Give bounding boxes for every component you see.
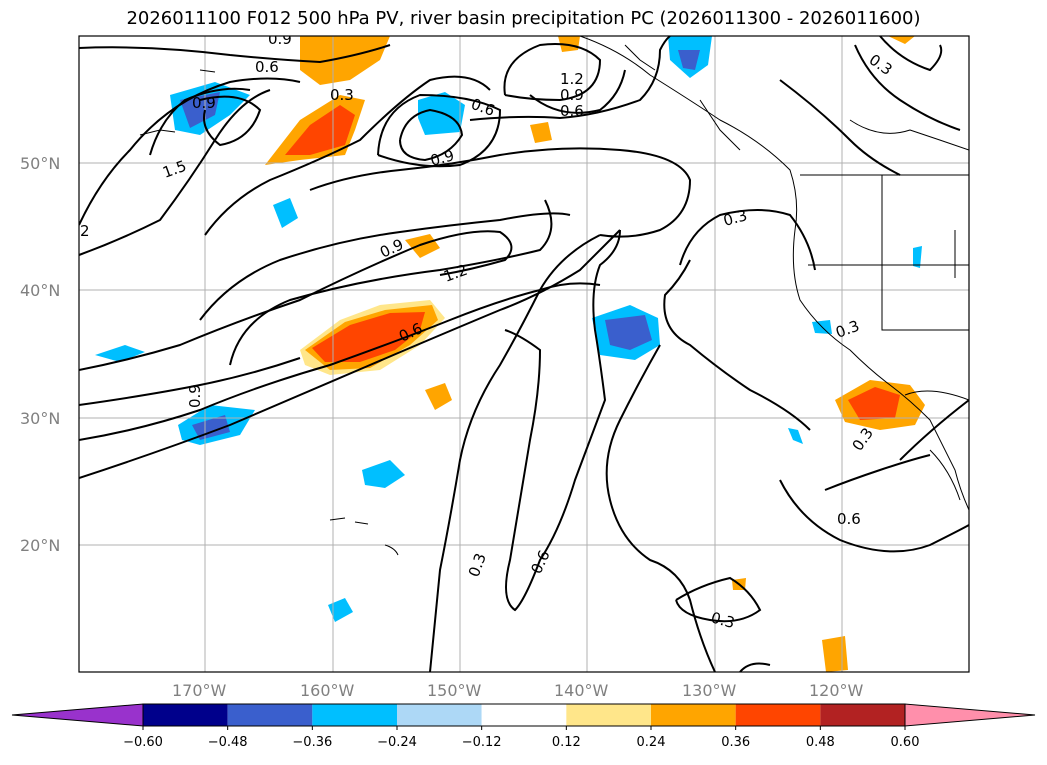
colorbar-segment xyxy=(312,704,397,726)
colorbar-segment xyxy=(397,704,482,726)
lon-label: 160°W xyxy=(300,681,355,700)
lat-label: 30°N xyxy=(20,409,60,428)
colorbar-tick-label: −0.36 xyxy=(292,735,332,750)
latitude-labels: 50°N 40°N 30°N 20°N xyxy=(20,154,60,555)
contour-label: 2 xyxy=(80,222,90,240)
lon-label: 120°W xyxy=(809,681,864,700)
lat-label: 50°N xyxy=(20,154,60,173)
colorbar-extend-high xyxy=(904,703,1036,727)
contour-label: 0.3 xyxy=(330,86,354,104)
colorbar-tick-label: −0.60 xyxy=(123,735,163,750)
contour-label: 1.2 xyxy=(560,70,584,88)
pv-contours xyxy=(79,36,969,672)
colorbar-extend-low xyxy=(11,703,144,727)
lat-label: 40°N xyxy=(20,281,60,300)
longitude-labels: 170°W 160°W 150°W 140°W 130°W 120°W xyxy=(172,681,864,700)
colorbar: −0.60 −0.48 −0.36 −0.24 −0.12 0.12 0.24 0.36 0.4… xyxy=(11,703,1036,750)
colorbar-tick-label: −0.48 xyxy=(208,735,248,750)
contour-label: 0.6 xyxy=(837,510,861,528)
contour-label: 0.9 xyxy=(186,384,204,408)
contour-label: 0.9 xyxy=(428,146,456,170)
colorbar-border xyxy=(142,703,906,727)
lon-label: 130°W xyxy=(682,681,737,700)
colorbar-segment xyxy=(566,704,651,726)
colorbar-tick-label: −0.12 xyxy=(462,735,502,750)
contour-label: 0.3 xyxy=(709,608,737,632)
precip-shading xyxy=(95,36,925,672)
colorbar-segment xyxy=(735,704,821,726)
lon-label: 150°W xyxy=(427,681,482,700)
contour-label: 0.9 xyxy=(192,94,216,112)
coastlines xyxy=(139,36,969,556)
lat-label: 20°N xyxy=(20,536,60,555)
map-border xyxy=(78,35,970,673)
colorbar-tick-label: 0.60 xyxy=(891,735,920,750)
colorbar-segment xyxy=(651,704,736,726)
colorbar-tick-label: −0.24 xyxy=(377,735,417,750)
contour-label: 0.9 xyxy=(268,30,292,48)
lon-label: 170°W xyxy=(172,681,227,700)
contour-label: 0.9 xyxy=(560,86,584,104)
colorbar-segment xyxy=(820,704,905,726)
colorbar-segment xyxy=(227,704,313,726)
colorbar-tick-label: 0.48 xyxy=(806,735,835,750)
contour-label: 0.6 xyxy=(255,58,279,76)
contour-label: 0.3 xyxy=(721,206,749,230)
lon-label: 140°W xyxy=(554,681,609,700)
colorbar-segment xyxy=(481,704,567,726)
plot-title: 2026011100 F012 500 hPa PV, river basin … xyxy=(126,8,921,29)
colorbar-tick-label: 0.24 xyxy=(637,735,666,750)
colorbar-tick-label: 0.12 xyxy=(552,735,581,750)
map-area xyxy=(79,36,969,672)
contour-label: 0.6 xyxy=(560,102,584,120)
colorbar-tick-label: 0.36 xyxy=(721,735,750,750)
colorbar-segment xyxy=(143,704,228,726)
